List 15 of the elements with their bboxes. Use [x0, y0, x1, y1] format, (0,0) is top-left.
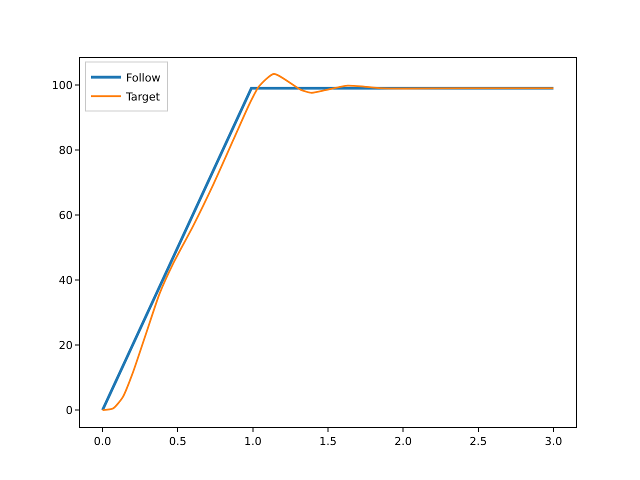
y-tick-label: 60: [58, 208, 73, 222]
x-tick-label: 0.0: [94, 435, 112, 448]
x-tick-label: 1.5: [319, 435, 337, 448]
x-tick-label: 0.5: [168, 435, 186, 448]
y-tick-label: 80: [58, 144, 73, 157]
x-tick-label: 3.0: [544, 435, 562, 448]
x-tick-label: 2.5: [470, 435, 488, 448]
y-tick-label: 40: [58, 274, 73, 287]
y-tick-label: 100: [52, 78, 73, 92]
legend-label: Follow: [126, 71, 160, 84]
x-tick-label: 2.0: [394, 435, 412, 448]
x-tick-label: 1.0: [244, 435, 262, 448]
legend-label: Target: [124, 90, 161, 104]
y-tick-label: 20: [58, 338, 73, 352]
y-tick-label: 0: [66, 404, 73, 417]
